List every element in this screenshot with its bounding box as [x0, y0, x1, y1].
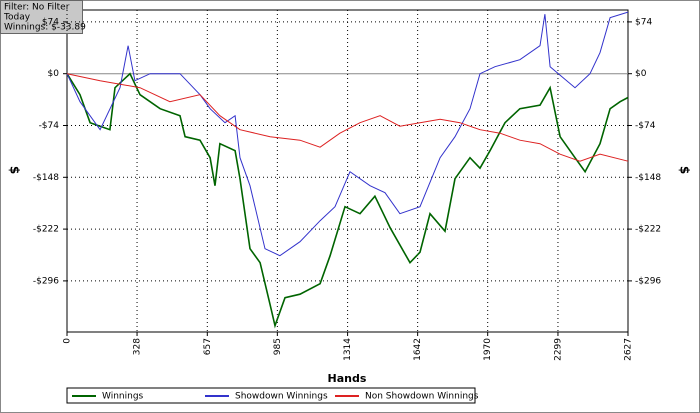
y-tick-label: -$148 — [33, 173, 59, 183]
y-tick-label: -$296 — [33, 276, 59, 286]
x-tick-label: 1642 — [413, 338, 423, 361]
legend — [66, 387, 476, 404]
y2-axis-label: $ — [678, 166, 692, 174]
y-tick-label: $0 — [48, 69, 60, 79]
legend-label: Winnings — [102, 392, 144, 402]
info-line: Filter: No Filter — [4, 3, 70, 13]
info-line: Winnings: $-33.89 — [4, 23, 86, 33]
y-axis-label: $ — [8, 166, 22, 174]
y2-tick-label: -$74 — [635, 121, 656, 131]
x-tick-label: 2627 — [624, 338, 634, 361]
x-axis-label: Hands — [328, 372, 367, 385]
legend-label: Showdown Winnings — [235, 392, 328, 402]
y-tick-label: $74 — [42, 17, 59, 27]
y2-tick-label: -$296 — [635, 276, 661, 286]
y2-tick-label: -$222 — [635, 225, 661, 235]
series-line — [66, 72, 629, 329]
info-bg — [0, 0, 83, 34]
x-tick-label: 328 — [133, 338, 143, 355]
y2-tick-label: $74 — [635, 17, 652, 27]
info-box: Filter: No Filter Today Winnings: $-33.8… — [0, 0, 86, 34]
x-tick-label: 657 — [203, 338, 213, 355]
x-tick-label: 985 — [273, 338, 283, 355]
series-line — [66, 73, 629, 162]
x-tick-label: 2299 — [553, 338, 563, 361]
x-tick-label: 1970 — [483, 338, 493, 361]
series-line — [66, 11, 629, 257]
y-tick-label: -$74 — [39, 121, 60, 131]
x-tick-label: 0 — [63, 338, 73, 344]
x-tick-label: 1314 — [343, 338, 353, 361]
y-tick-label: -$222 — [33, 225, 59, 235]
y2-tick-label: -$148 — [635, 173, 661, 183]
legend-label: Non Showdown Winnings — [365, 392, 479, 402]
info-line: Today — [3, 13, 31, 23]
y2-tick-label: $0 — [635, 69, 647, 79]
